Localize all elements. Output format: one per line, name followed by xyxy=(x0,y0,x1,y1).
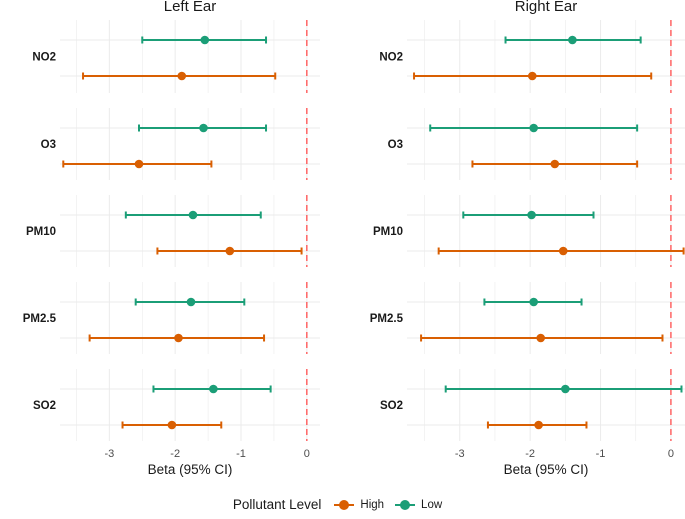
left-ear-pm2-5-low-point xyxy=(186,297,196,307)
legend-dot-high xyxy=(339,499,350,510)
left-ear-o3-label: O3 xyxy=(41,139,56,151)
left-ear-xtick-label: -1 xyxy=(236,448,246,460)
right-ear-panel: Right Ear NO2 O3 PM10 PM2.5 SO2 -3 -2 -1 0 Beta (9… xyxy=(370,0,685,477)
right-ear-o3-high-point xyxy=(550,159,560,169)
right-ear-xtick-label: 0 xyxy=(668,448,674,460)
legend-glyph-low xyxy=(394,498,416,512)
legend-label-high: High xyxy=(360,498,385,511)
left-ear-so2-low-point xyxy=(209,384,218,394)
left-ear-so2-label: SO2 xyxy=(33,400,56,412)
left-ear-title: Left Ear xyxy=(164,0,217,15)
left-ear-o3-high-point xyxy=(134,159,144,169)
left-ear-pm2-5-label: PM2.5 xyxy=(23,313,57,325)
right-ear-pm10-low-point xyxy=(527,210,536,220)
right-ear-no2-low-point xyxy=(568,35,577,45)
left-ear-pm10-high-point xyxy=(225,246,235,256)
right-ear-no2-label: NO2 xyxy=(379,52,403,64)
right-ear-pm2-5-label: PM2.5 xyxy=(370,313,404,325)
right-ear-xtick-label: -2 xyxy=(525,448,535,460)
left-ear-no2-low-point xyxy=(200,35,210,45)
left-ear-xtick-label: 0 xyxy=(304,448,310,460)
left-ear-o3-low-point xyxy=(199,123,208,133)
left-ear-no2-high-point xyxy=(177,71,187,81)
right-ear-xtick-label: -1 xyxy=(596,448,606,460)
right-ear-o3-label: O3 xyxy=(388,139,403,151)
right-ear-xtick-label: -3 xyxy=(455,448,465,460)
right-ear-so2-label: SO2 xyxy=(380,400,403,412)
legend: Pollutant Level High Low xyxy=(0,497,685,512)
right-ear-so2-high-point xyxy=(534,420,543,430)
left-ear-so2-high-point xyxy=(167,420,177,430)
forest-plot: Left Ear NO2 O3 PM10 PM2.5 SO2 -3 -2 -1 0 Beta (95… xyxy=(23,0,685,477)
legend-title: Pollutant Level xyxy=(232,497,322,512)
right-ear-no2-high-point xyxy=(527,71,537,81)
right-ear-pm10-high-point xyxy=(558,246,568,256)
left-ear-xtick-label: -2 xyxy=(170,448,180,460)
right-ear-xaxis-label: Beta (95% CI) xyxy=(504,462,589,477)
right-ear-pm10-label: PM10 xyxy=(373,226,403,238)
right-ear-title: Right Ear xyxy=(515,0,578,15)
right-ear-pm2-5-high-point xyxy=(536,333,546,343)
right-ear-pm2-5-low-point xyxy=(529,297,538,307)
left-ear-panel: Left Ear NO2 O3 PM10 PM2.5 SO2 -3 -2 -1 0 Beta (95… xyxy=(23,0,320,477)
legend-item-high: High xyxy=(333,498,384,512)
right-ear-o3-low-point xyxy=(529,123,538,133)
legend-label-low: Low xyxy=(421,498,443,511)
left-ear-pm2-5-high-point xyxy=(174,333,183,343)
legend-dot-low xyxy=(400,499,411,510)
legend-item-low: Low xyxy=(394,498,442,512)
left-ear-pm10-low-point xyxy=(188,210,198,220)
left-ear-xaxis-label: Beta (95% CI) xyxy=(148,462,233,477)
left-ear-no2-label: NO2 xyxy=(32,52,56,64)
right-ear-so2-low-point xyxy=(561,384,570,394)
left-ear-xtick-label: -3 xyxy=(104,448,114,460)
left-ear-pm10-label: PM10 xyxy=(26,226,56,238)
legend-glyph-high xyxy=(333,498,355,512)
